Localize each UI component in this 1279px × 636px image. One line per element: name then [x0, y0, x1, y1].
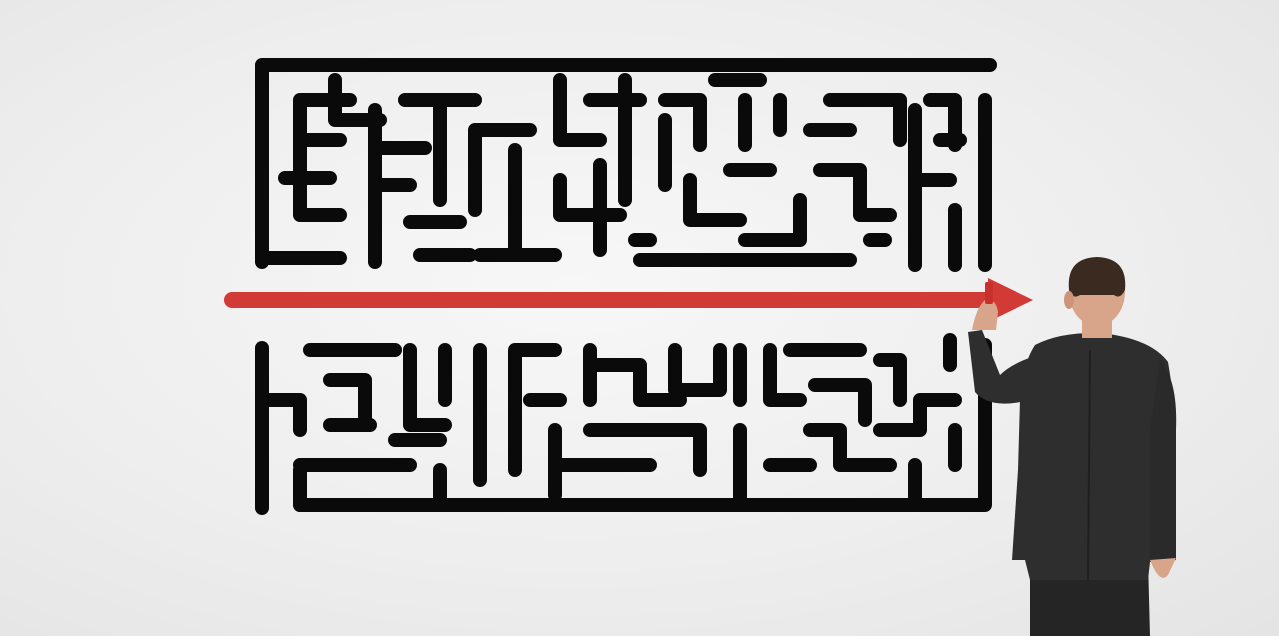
- upper-maze-wall: [278, 133, 347, 222]
- upper-maze-wall: [683, 163, 777, 227]
- upper-maze-wall: [708, 73, 787, 152]
- upper-maze-wall: [658, 93, 707, 192]
- upper-maze-wall: [593, 158, 657, 257]
- lower-maze-wall: [803, 353, 907, 472]
- lower-maze-wall: [508, 343, 567, 477]
- upper-maze-wall: [468, 123, 537, 217]
- lower-maze-wall: [873, 393, 962, 512]
- lower-maze-wall: [438, 343, 487, 487]
- upper-maze: [255, 58, 997, 272]
- left-arm: [968, 330, 1050, 404]
- lower-maze-wall: [403, 343, 452, 512]
- upper-maze-wall: [328, 73, 387, 127]
- upper-maze-wall: [368, 141, 432, 192]
- marker-pen: [985, 282, 993, 304]
- jacket-vent: [1087, 349, 1091, 581]
- lower-maze-wall: [583, 343, 727, 437]
- arrow-head: [988, 278, 1033, 322]
- suit-jacket: [1012, 332, 1176, 580]
- upper-maze-wall: [923, 93, 967, 152]
- upper-maze-wall: [403, 215, 477, 262]
- lower-maze-wall: [583, 343, 687, 407]
- upper-maze-wall: [633, 193, 857, 267]
- upper-maze-wall: [908, 103, 957, 272]
- upper-maze-wall: [823, 93, 907, 247]
- right-hand: [1150, 558, 1176, 578]
- ear: [1064, 291, 1074, 309]
- left-hand: [972, 299, 998, 330]
- lower-maze-wall: [653, 343, 747, 512]
- lower-maze-wall: [548, 423, 657, 502]
- lower-maze-wall: [943, 333, 962, 472]
- red-arrow: [224, 278, 1033, 322]
- lower-maze-wall: [293, 418, 447, 472]
- right-arm: [1150, 360, 1177, 562]
- upper-maze-wall: [398, 93, 482, 207]
- lower-maze-wall: [763, 343, 817, 472]
- lower-maze: [255, 333, 992, 515]
- businessman-figure: [968, 257, 1177, 636]
- upper-maze-wall: [473, 143, 562, 262]
- lower-maze-wall: [783, 343, 872, 427]
- hair: [1068, 257, 1126, 297]
- lower-maze-wall: [303, 343, 402, 427]
- upper-maze-outer-wall: [255, 58, 997, 269]
- lower-maze-wall: [255, 393, 307, 512]
- upper-maze-wall: [583, 73, 647, 207]
- upper-maze-wall: [803, 123, 897, 222]
